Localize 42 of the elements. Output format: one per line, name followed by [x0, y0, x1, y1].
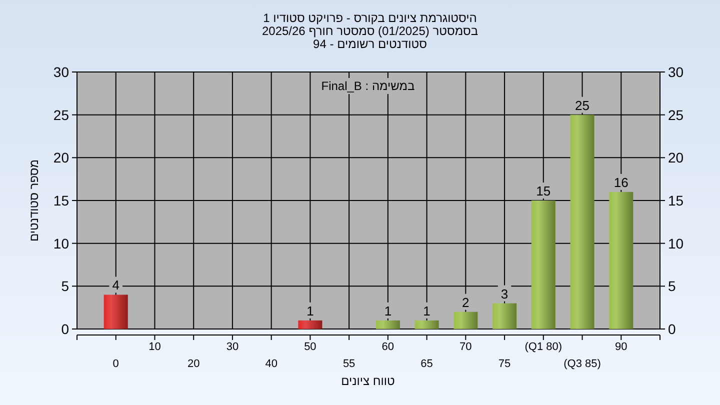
x-tick-label: 10	[148, 341, 161, 353]
y-tick-label: 30	[53, 64, 70, 80]
y-tick-label: 5	[61, 278, 70, 294]
data-label: 4	[112, 278, 120, 293]
y2-tick-label: 15	[668, 192, 684, 208]
x-axis-title: טווח ציונים	[341, 374, 396, 388]
data-label: 15	[536, 184, 551, 198]
x-tick-label: 70	[460, 341, 472, 353]
chart-subtitle: בסמסטר (01/2025) סמסטר חורף 2025/26 סטודנטים רשומים - 94	[262, 24, 478, 51]
x-tick-label: 50	[304, 341, 316, 353]
y-tick-label: 10	[53, 235, 70, 252]
x-tick-label: 55	[342, 358, 356, 370]
data-label: 1	[306, 303, 314, 318]
x-tick-label: (Q3 85)	[564, 358, 601, 370]
y2-tick-label: 20	[668, 150, 684, 166]
y-tick-label: 20	[53, 150, 70, 166]
y2-tick-label: 5	[668, 278, 676, 294]
x-tick-label: 30	[226, 341, 239, 353]
y2-tick-label: 25	[668, 106, 684, 123]
x-tick-label: 60	[382, 341, 394, 353]
x-tick-label: 90	[615, 341, 628, 353]
x-tick-label: 65	[420, 358, 433, 370]
data-label: 1	[423, 303, 430, 318]
x-tick-label: (Q1 80)	[524, 341, 562, 353]
data-label: 16	[614, 174, 628, 190]
annotation: במשימה : Final_B	[321, 79, 415, 93]
y2-tick-label: 10	[668, 235, 684, 252]
y-axis-title: מספר סטודנטים	[27, 159, 41, 242]
y-tick-label: 15	[53, 192, 70, 208]
y2-tick-label: 0	[668, 321, 676, 337]
x-tick-label: 20	[187, 358, 200, 370]
x-tick-label: 0	[112, 358, 119, 370]
data-label: 25	[575, 98, 590, 113]
y-tick-label: 0	[61, 321, 70, 337]
y2-tick-label: 30	[668, 64, 684, 80]
chart-title: היסטוגרמת ציונים בקורס - פרויקט סטודיו 1	[263, 11, 477, 25]
data-label: 1	[384, 303, 392, 318]
x-tick-label: 40	[265, 358, 278, 370]
x-tick-label: 75	[498, 358, 511, 370]
data-label: 3	[500, 286, 508, 302]
data-label: 2	[462, 294, 470, 310]
y-tick-label: 25	[53, 106, 70, 123]
